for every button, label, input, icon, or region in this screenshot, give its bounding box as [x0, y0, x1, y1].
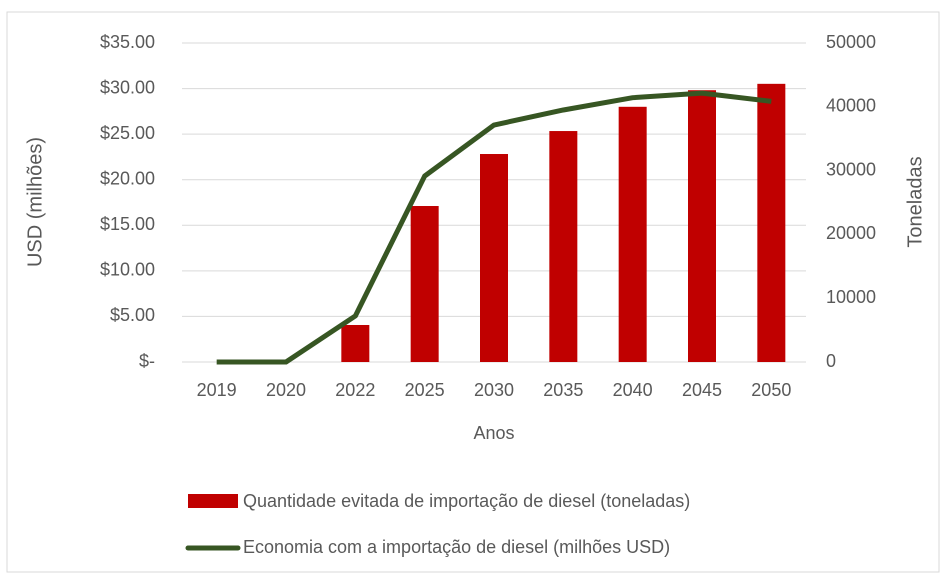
legend-label: Economia com a importação de diesel (mil… — [243, 537, 670, 557]
y2-axis-title: Toneladas — [904, 156, 926, 247]
bar — [341, 324, 370, 362]
y-tick-label: $25.00 — [100, 123, 155, 143]
legend-label: Quantidade evitada de importação de dies… — [243, 491, 690, 511]
x-axis-title: Anos — [473, 423, 514, 443]
y-tick-label: $5.00 — [110, 305, 155, 325]
y2-tick-label: 30000 — [826, 159, 876, 179]
x-tick-label: 2025 — [405, 380, 445, 400]
x-tick-label: 2030 — [474, 380, 514, 400]
y-tick-label: $30.00 — [100, 77, 155, 97]
bar — [618, 106, 647, 362]
bar — [549, 131, 578, 362]
y2-tick-label: 10000 — [826, 287, 876, 307]
x-tick-label: 2019 — [197, 380, 237, 400]
x-tick-label: 2040 — [613, 380, 653, 400]
bar — [757, 83, 786, 362]
y2-tick-label: 50000 — [826, 32, 876, 52]
y-tick-label: $20.00 — [100, 168, 155, 188]
y-tick-label: $15.00 — [100, 214, 155, 234]
y-tick-label: $35.00 — [100, 32, 155, 52]
x-tick-label: 2022 — [335, 380, 375, 400]
bar — [688, 90, 716, 362]
x-tick-label: 2045 — [682, 380, 722, 400]
y2-tick-label: 0 — [826, 351, 836, 371]
x-tick-label: 2020 — [266, 380, 306, 400]
y-tick-label: $- — [139, 351, 155, 371]
y-axis-title: USD (milhões) — [24, 137, 46, 267]
y2-tick-label: 20000 — [826, 223, 876, 243]
bar — [480, 154, 508, 362]
y-tick-label: $10.00 — [100, 260, 155, 280]
y2-tick-label: 40000 — [826, 96, 876, 116]
line — [216, 90, 772, 365]
x-tick-label: 2035 — [543, 380, 583, 400]
x-tick-label: 2050 — [751, 380, 791, 400]
bar — [410, 206, 439, 362]
legend-swatch — [188, 494, 238, 508]
